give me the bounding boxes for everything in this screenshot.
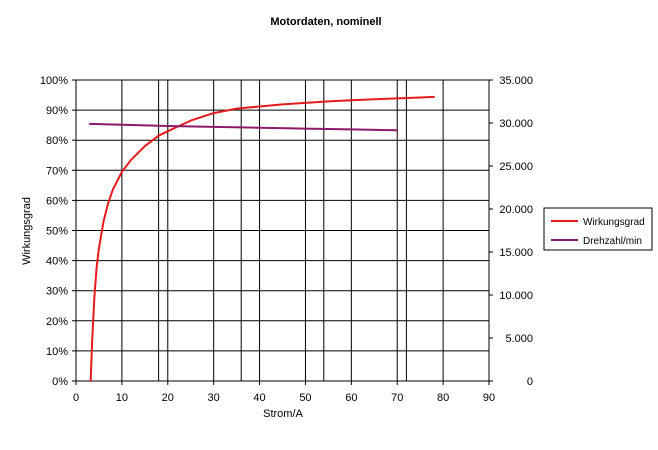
y-tick-label: 20% xyxy=(46,316,68,328)
y-tick-label: 80% xyxy=(46,135,68,147)
y-tick-label: 100% xyxy=(40,75,68,87)
y2-tick-label: 0 xyxy=(527,376,533,388)
x-tick-label: 40 xyxy=(253,392,265,404)
x-tick-label: 30 xyxy=(208,392,220,404)
x-tick-label: 60 xyxy=(345,392,357,404)
y2-tick-label: 35.000 xyxy=(499,75,533,87)
y-tick-label: 40% xyxy=(46,256,68,268)
series-layer xyxy=(88,95,435,382)
y2-tick-label: 10.000 xyxy=(499,290,533,302)
y-tick-label: 50% xyxy=(46,226,68,238)
y-tick-label: 70% xyxy=(46,165,68,177)
y2-tick-label: 30.000 xyxy=(499,118,533,130)
legend-items: Wirkungsgrad Drehzahl/min xyxy=(551,217,645,247)
y-tick-label: 0% xyxy=(52,376,68,388)
legend-label: Wirkungsgrad xyxy=(583,217,645,228)
y-tick-label: 10% xyxy=(46,346,68,358)
series-line-wirkungsgrad xyxy=(89,95,435,382)
series-line-drehzahl-min xyxy=(88,122,399,132)
y-tick-label: 30% xyxy=(46,286,68,298)
y-tick-label: 90% xyxy=(46,105,68,117)
tick-labels: 0% 10% 20% 30% 40% 50% 60% 70% 80% 90% 100% 0 5.000 1… xyxy=(40,75,533,404)
y2-tick-label: 25.000 xyxy=(499,161,533,173)
y2-tick-label: 15.000 xyxy=(499,247,533,259)
x-tick-label: 20 xyxy=(162,392,174,404)
x-axis-label: Strom/A xyxy=(263,408,303,420)
x-tick-label: 80 xyxy=(437,392,449,404)
chart-title: Motordaten, nominell xyxy=(270,16,381,28)
legend: Wirkungsgrad Drehzahl/min xyxy=(543,207,653,251)
plot-frame xyxy=(75,79,490,382)
y-axis-label: Wirkungsgrad xyxy=(21,197,33,265)
x-tick-label: 50 xyxy=(299,392,311,404)
y2-tick-label: 5.000 xyxy=(505,333,533,345)
y2-tick-label: 20.000 xyxy=(499,204,533,216)
legend-box xyxy=(543,207,653,251)
x-tick-label: 70 xyxy=(391,392,403,404)
x-tick-label: 0 xyxy=(73,392,79,404)
x-tick-label: 90 xyxy=(483,392,495,404)
y-tick-label: 60% xyxy=(46,195,68,207)
legend-label: Drehzahl/min xyxy=(583,236,642,247)
x-tick-label: 10 xyxy=(116,392,128,404)
